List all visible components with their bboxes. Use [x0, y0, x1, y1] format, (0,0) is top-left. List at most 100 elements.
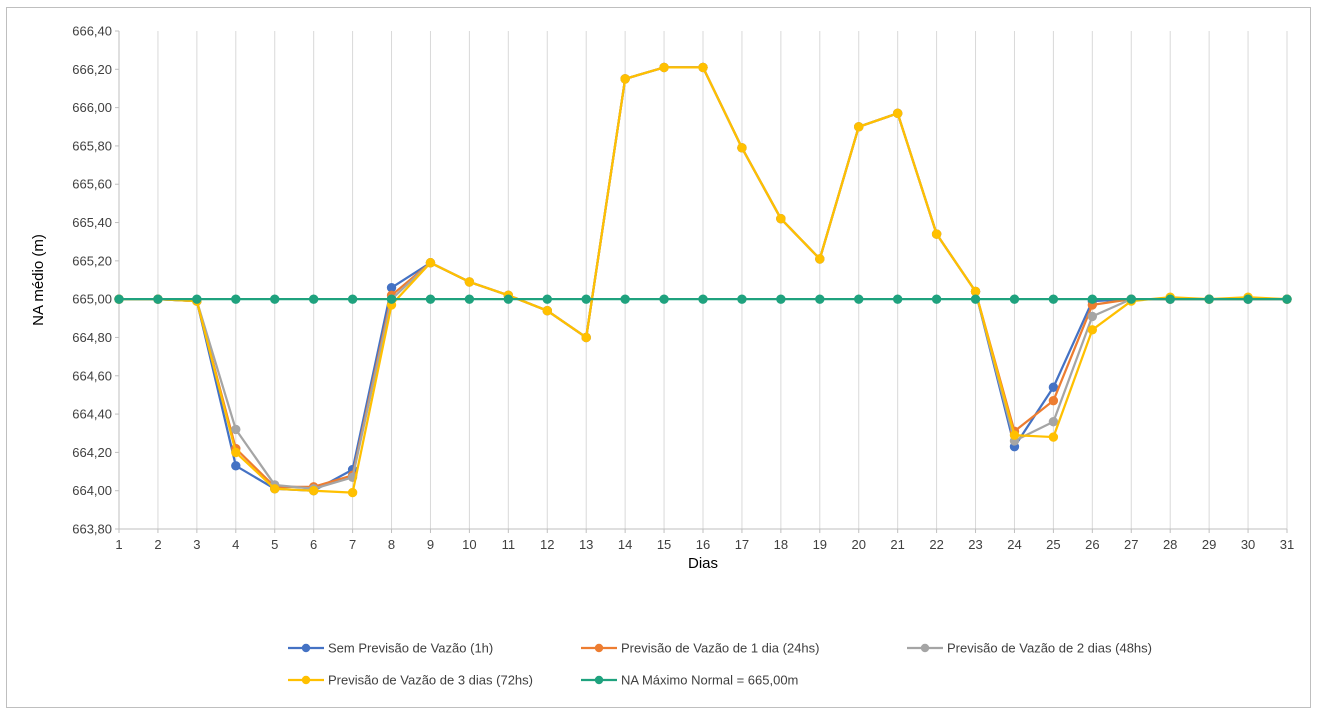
- series-5: [114, 294, 1292, 304]
- x-tick-label: 1: [115, 537, 122, 552]
- y-tick-label: 664,80: [72, 330, 112, 345]
- x-tick-label: 30: [1241, 537, 1255, 552]
- y-tick-label: 665,60: [72, 177, 112, 192]
- data-point: [542, 305, 552, 316]
- y-tick-label: 666,20: [72, 62, 112, 77]
- data-point: [815, 294, 825, 304]
- x-tick-label: 13: [579, 537, 593, 552]
- legend: Sem Previsão de Vazão (1h) Previsão de Va…: [288, 641, 1152, 688]
- data-point: [308, 485, 319, 496]
- legend-label: Previsão de Vazão de 3 dias (72hs): [328, 673, 533, 688]
- data-point: [542, 294, 552, 304]
- data-point: [620, 74, 630, 84]
- data-point: [386, 282, 397, 293]
- data-point: [854, 122, 864, 132]
- data-point: [659, 294, 669, 304]
- data-point: [114, 294, 124, 304]
- data-point: [581, 294, 591, 304]
- data-point: [1282, 294, 1292, 304]
- data-point: [1048, 417, 1059, 427]
- data-point: [892, 108, 903, 119]
- data-point: [231, 461, 241, 471]
- y-axis-title: NA médio (m): [30, 234, 47, 326]
- data-point: [153, 294, 163, 304]
- data-point: [503, 294, 514, 304]
- legend-swatch-marker: [301, 643, 311, 653]
- y-tick-label: 666,00: [72, 100, 112, 115]
- legend-swatch-marker: [594, 675, 604, 685]
- y-tick-label: 666,40: [72, 24, 112, 39]
- line-chart: 663,80 664,00 664,20 664,40 664,60 664,80 665,…: [30, 24, 1294, 688]
- x-tick-label: 26: [1085, 537, 1099, 552]
- data-point: [231, 294, 241, 304]
- x-tick-label: 27: [1124, 537, 1138, 552]
- data-point: [620, 294, 630, 304]
- chart-frame: 663,80 664,00 664,20 664,40 664,60 664,80 665,…: [6, 7, 1311, 708]
- data-point: [231, 447, 241, 458]
- x-axis-title: Dias: [688, 555, 718, 572]
- data-point: [1165, 294, 1175, 304]
- data-point: [1009, 430, 1020, 440]
- legend-item: Previsão de Vazão de 2 dias (48hs): [907, 641, 1152, 656]
- data-point: [698, 62, 708, 73]
- x-tick-label: 14: [618, 537, 632, 552]
- x-tick-label: 8: [388, 537, 395, 552]
- data-point: [776, 214, 786, 224]
- data-point: [386, 294, 397, 304]
- legend-item: Previsão de Vazão de 3 dias (72hs): [288, 673, 533, 688]
- y-tick-label: 664,60: [72, 368, 112, 383]
- gridlines: [118, 31, 1288, 529]
- x-tick-label: 7: [349, 537, 356, 552]
- data-point: [347, 487, 358, 498]
- x-tick-label: 9: [427, 537, 434, 552]
- legend-label: Previsão de Vazão de 2 dias (48hs): [947, 641, 1152, 656]
- data-point: [659, 62, 669, 73]
- y-tick-label: 663,80: [72, 522, 112, 537]
- legend-item: Previsão de Vazão de 1 dia (24hs): [581, 641, 820, 656]
- x-tick-label: 2: [154, 537, 161, 552]
- data-point: [931, 229, 942, 239]
- data-point: [854, 294, 864, 304]
- data-point: [581, 332, 591, 343]
- data-point: [970, 286, 981, 297]
- data-point: [231, 424, 241, 435]
- data-point: [464, 277, 475, 287]
- data-point: [892, 294, 903, 304]
- data-point: [1048, 294, 1059, 304]
- x-tick-label: 25: [1046, 537, 1060, 552]
- data-point: [347, 294, 358, 304]
- data-point: [1048, 395, 1059, 406]
- x-tick-label: 15: [657, 537, 671, 552]
- x-tick-label: 6: [310, 537, 317, 552]
- legend-label: Sem Previsão de Vazão (1h): [328, 641, 493, 656]
- data-point: [308, 294, 319, 304]
- data-point: [425, 258, 436, 268]
- data-point: [815, 254, 825, 264]
- data-point: [737, 294, 747, 304]
- x-tick-label: 10: [462, 537, 476, 552]
- x-tick-label: 28: [1163, 537, 1177, 552]
- data-point: [698, 294, 708, 304]
- data-point: [192, 294, 202, 304]
- x-tick-label: 11: [502, 537, 516, 552]
- data-point: [1048, 432, 1059, 442]
- axes: [115, 30, 1288, 533]
- data-point: [737, 143, 747, 153]
- x-tick-label: 31: [1280, 537, 1294, 552]
- data-point: [270, 294, 280, 304]
- x-tick-label: 12: [540, 537, 554, 552]
- x-tick-label: 18: [774, 537, 788, 552]
- x-tick-label: 24: [1007, 537, 1021, 552]
- data-point: [931, 294, 942, 304]
- data-point: [1243, 294, 1253, 304]
- legend-item: NA Máximo Normal = 665,00m: [581, 673, 798, 688]
- x-tick-label: 3: [193, 537, 200, 552]
- legend-swatch-marker: [920, 643, 930, 653]
- x-tick-label: 20: [851, 537, 865, 552]
- x-tick-label: 22: [929, 537, 943, 552]
- y-tick-label: 665,20: [72, 253, 112, 268]
- data-point: [1204, 294, 1214, 304]
- legend-swatch-marker: [301, 675, 311, 685]
- x-tick-label: 4: [232, 537, 239, 552]
- y-tick-label: 665,80: [72, 138, 112, 153]
